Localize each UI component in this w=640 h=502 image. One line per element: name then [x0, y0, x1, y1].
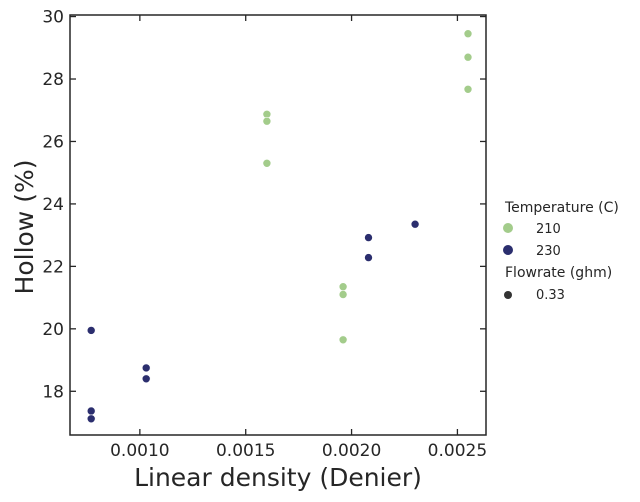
x-tick-label: 0.0010	[110, 441, 169, 461]
legend-marker-230	[503, 245, 513, 255]
data-point-210-4	[338, 290, 348, 299]
data-point-210-7	[463, 52, 473, 62]
data-point-230-1	[86, 406, 96, 416]
data-point-230-5	[364, 233, 373, 242]
y-axis-label: Hollow (%)	[10, 160, 39, 295]
y-tick-label: 30	[42, 8, 64, 28]
y-tick-label: 22	[42, 257, 64, 277]
legend-label-flowrate: 0.33	[536, 288, 565, 303]
data-point-210-2	[262, 159, 272, 168]
legend-marker-flowrate	[504, 291, 512, 299]
chart-marks	[86, 29, 473, 424]
legend-size-title: Flowrate (ghm)	[505, 265, 612, 281]
x-tick-label: 0.0015	[216, 441, 275, 461]
data-point-210-1	[262, 116, 272, 126]
data-point-230-3	[141, 363, 151, 373]
legend-marker-210	[503, 223, 513, 233]
y-tick-label: 24	[42, 195, 64, 215]
axis-ticks: 0.0010 0.0015 0.0020 0.0025 18 20 22 24 26 28 30	[42, 8, 487, 461]
legend-hue-title: Temperature (C)	[504, 200, 619, 216]
data-point-230-4	[141, 374, 151, 384]
y-tick-label: 20	[42, 320, 64, 340]
x-tick-label: 0.0025	[428, 441, 487, 461]
data-point-230-0	[86, 326, 96, 335]
legend: Temperature (C) 210 230 Flowrate (ghm) 0…	[503, 200, 619, 303]
data-point-230-7	[410, 219, 420, 229]
y-tick-label: 26	[42, 132, 64, 152]
legend-label-210: 210	[536, 222, 561, 237]
data-point-210-8	[463, 85, 473, 94]
data-point-230-2	[86, 414, 96, 424]
data-point-210-3	[338, 282, 348, 292]
data-point-230-6	[364, 253, 373, 262]
legend-label-230: 230	[536, 244, 561, 259]
plot-frame	[69, 14, 487, 436]
y-tick-label: 18	[42, 382, 64, 402]
x-tick-label: 0.0020	[322, 441, 381, 461]
x-axis-label: Linear density (Denier)	[134, 463, 422, 492]
data-point-210-6	[463, 29, 473, 39]
data-point-210-5	[338, 335, 348, 345]
y-tick-label: 28	[42, 70, 64, 90]
